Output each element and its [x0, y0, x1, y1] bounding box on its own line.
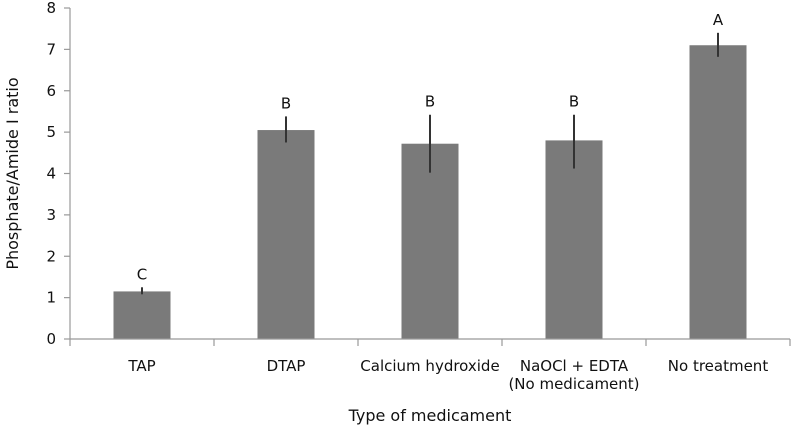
x-tick-label: NaOCl + EDTA: [520, 357, 629, 375]
y-tick-label: 4: [46, 165, 56, 183]
significance-letter: B: [569, 93, 579, 111]
y-tick-label: 8: [46, 0, 56, 17]
x-axis-tick-labels: TAP DTAP Calcium hydroxide NaOCl + EDTA(No …: [127, 357, 768, 393]
bar: [113, 291, 171, 339]
y-tick-label: 5: [46, 123, 56, 141]
x-axis-title: Type of medicament: [348, 406, 512, 425]
significance-letter: A: [713, 11, 724, 29]
y-tick-label: 2: [46, 247, 56, 265]
x-tick-label: DTAP: [267, 357, 306, 375]
bar: [545, 140, 603, 339]
x-tick-label: No treatment: [668, 357, 769, 375]
bars-group: [113, 45, 747, 340]
significance-letter: C: [137, 265, 147, 283]
x-tick-label: (No medicament): [508, 375, 639, 393]
significance-letter: B: [281, 94, 291, 112]
y-tick-label: 7: [46, 40, 56, 58]
error-bars-group: [141, 32, 719, 295]
y-tick-label: 6: [46, 82, 56, 100]
significance-letter: B: [425, 93, 435, 111]
bar: [689, 45, 747, 340]
significance-letters: C B B B A: [137, 11, 724, 283]
y-tick-label: 1: [46, 289, 56, 307]
y-axis-title: Phosphate/Amide I ratio: [3, 77, 22, 269]
y-axis-ticks: 0 1 2 3 4 5 6 7 8: [46, 0, 791, 348]
bar: [257, 130, 315, 339]
x-tick-label: Calcium hydroxide: [360, 357, 499, 375]
y-tick-label: 0: [46, 330, 56, 348]
bar: [401, 143, 459, 339]
x-tick-label: TAP: [127, 357, 155, 375]
y-tick-label: 3: [46, 206, 56, 224]
